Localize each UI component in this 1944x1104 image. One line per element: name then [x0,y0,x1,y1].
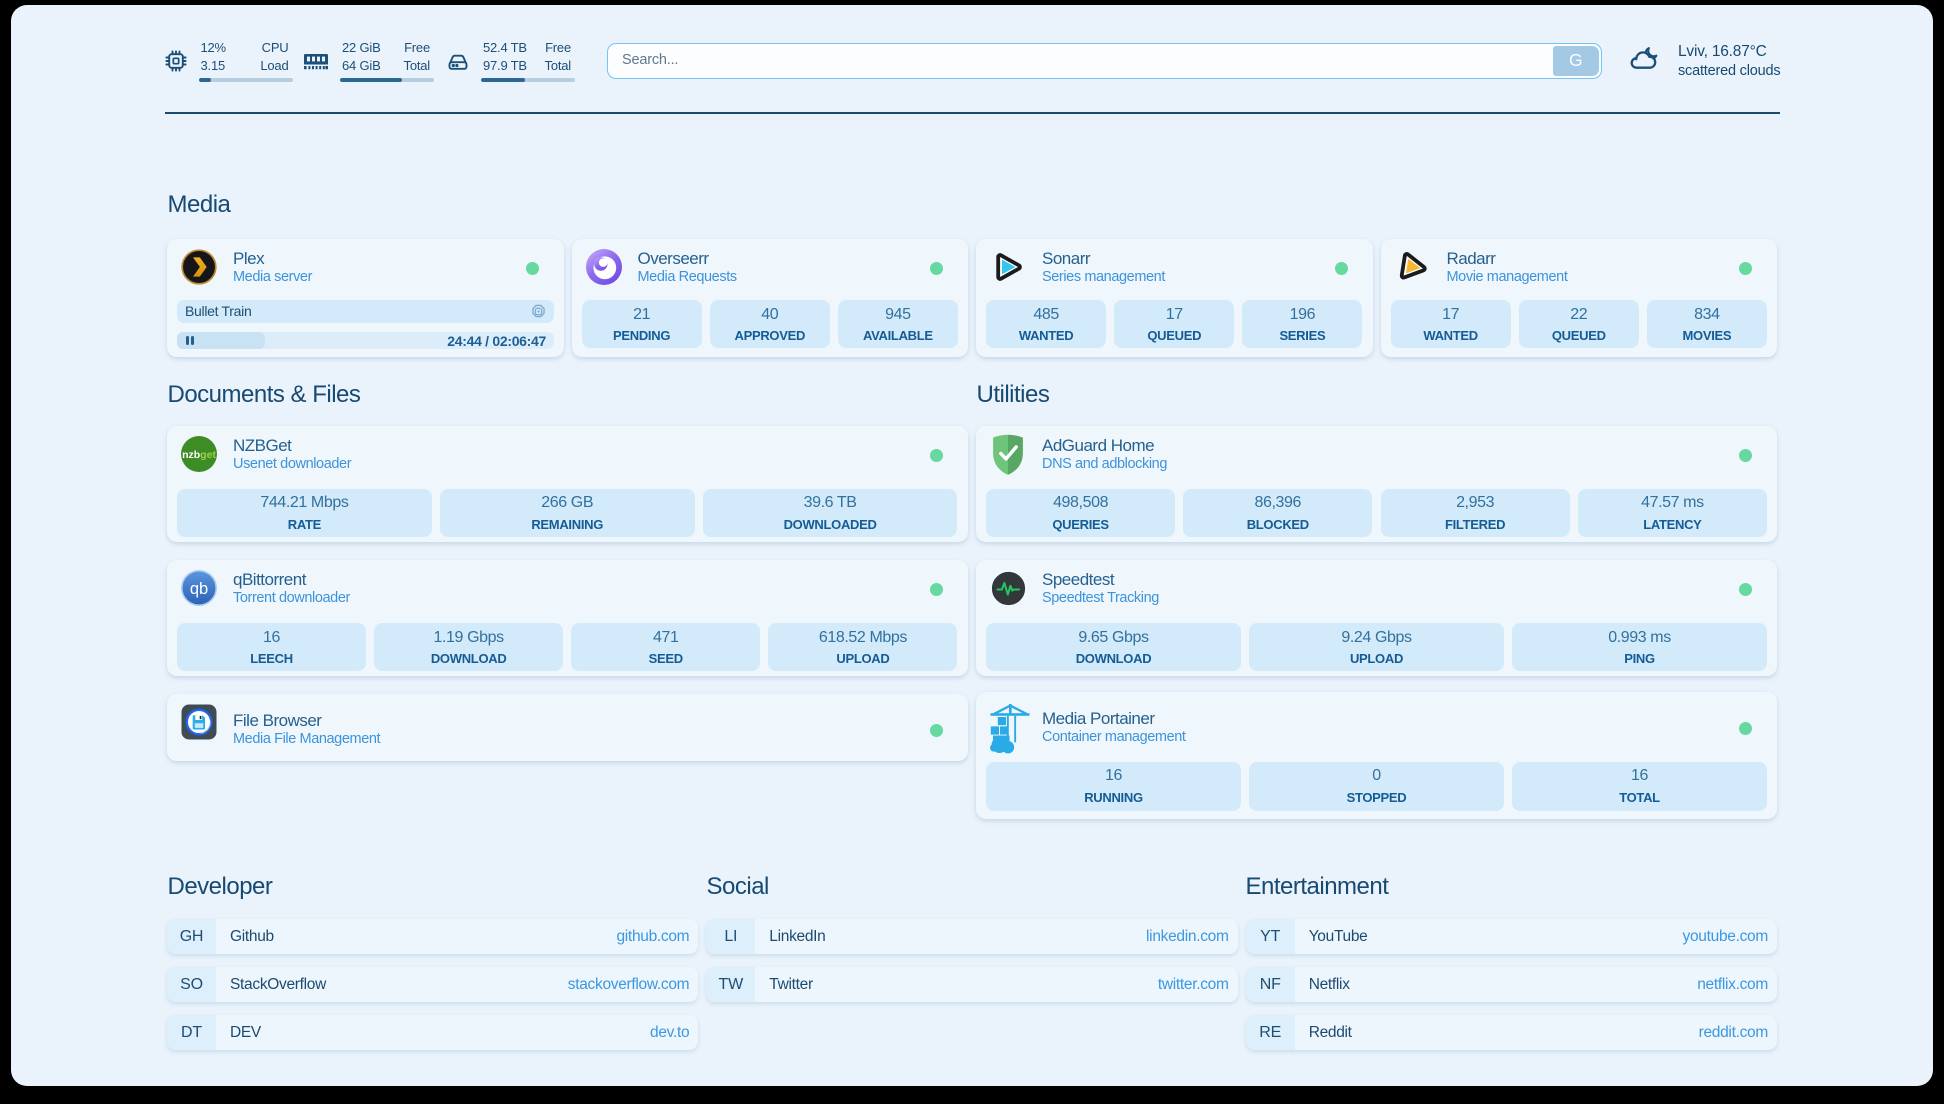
svg-text:qb: qb [190,580,208,598]
svg-text:nzbget: nzbget [182,448,216,460]
